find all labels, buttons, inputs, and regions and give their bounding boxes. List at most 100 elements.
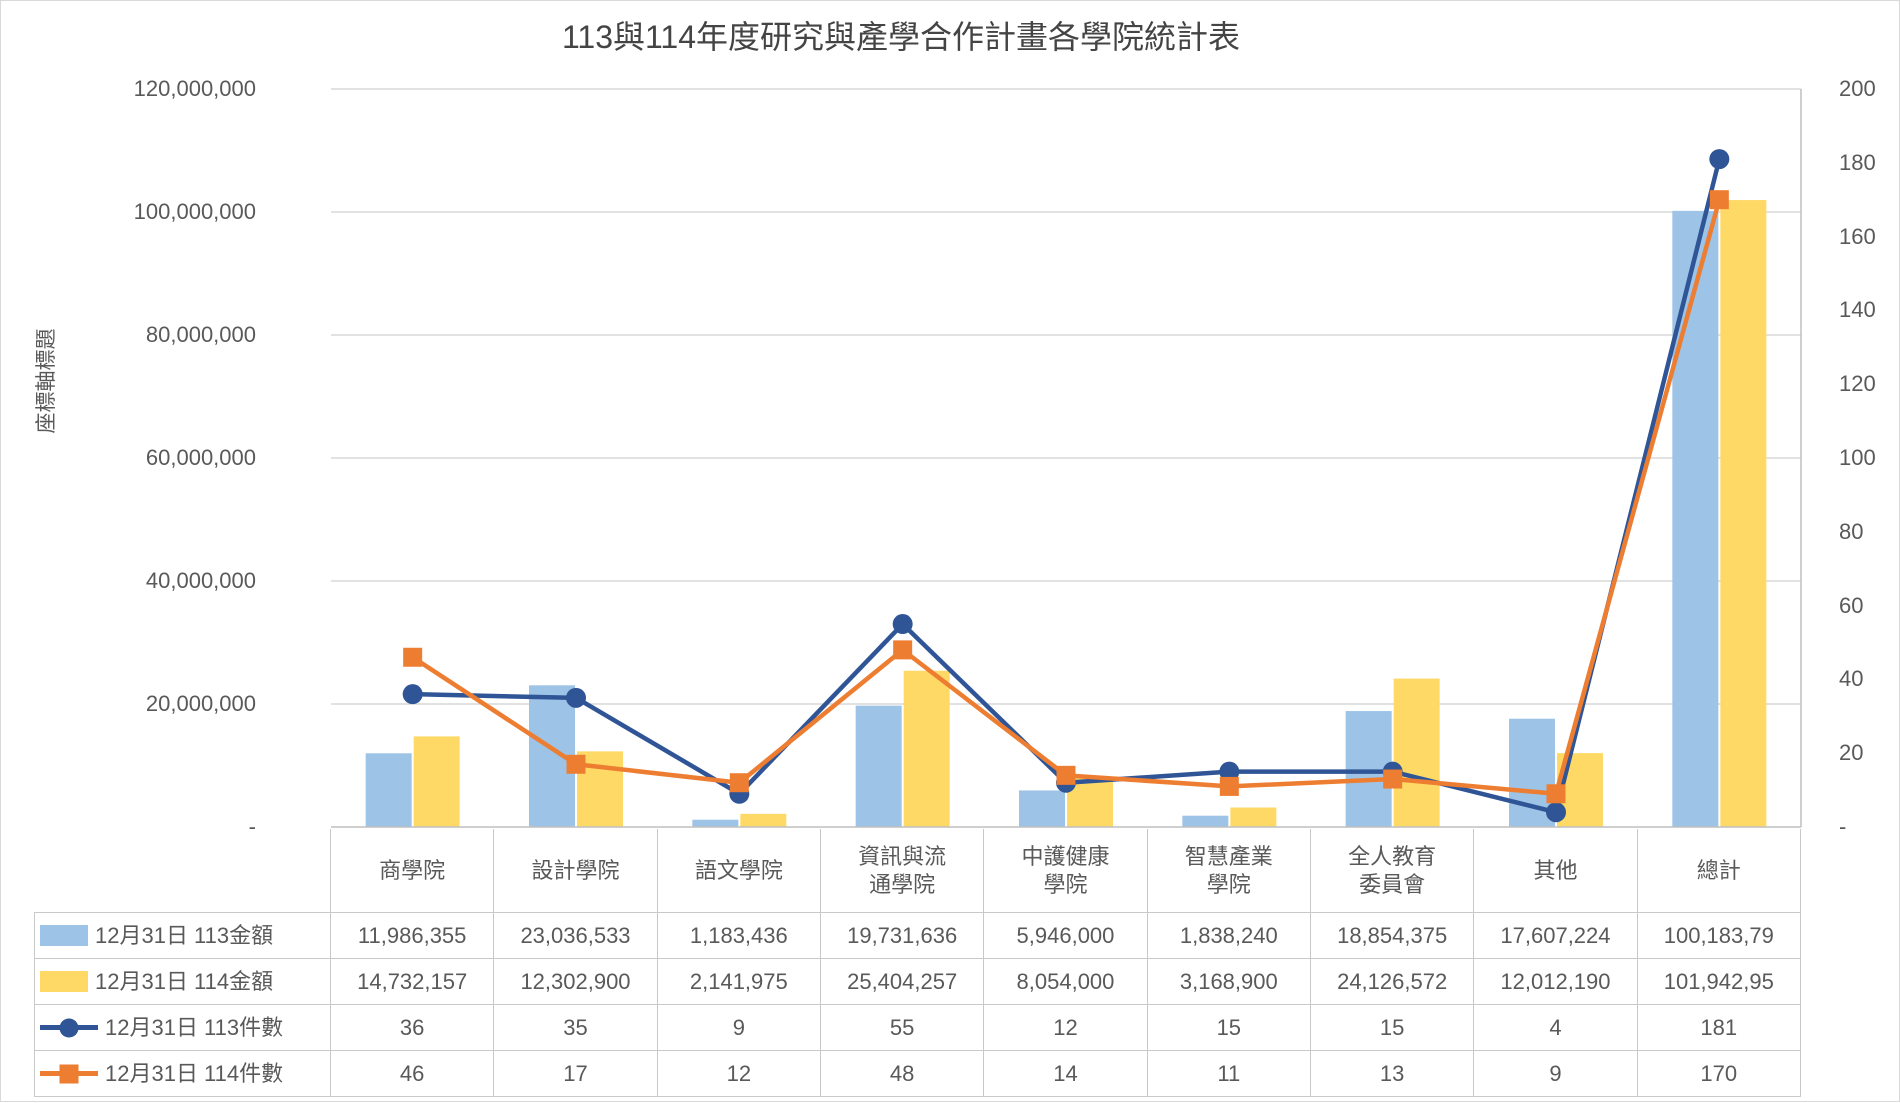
row-header-amount-113: 12月31日 113金額	[34, 913, 331, 959]
marker-count-114-cat0[interactable]	[403, 647, 423, 667]
chart-title: 113與114年度研究與產學合作計畫各學院統計表	[561, 19, 1241, 55]
value-count-113-cat8: 181	[1637, 1005, 1801, 1051]
legend-line-key-count-113	[40, 1017, 98, 1038]
value-amount-114-cat7: 12,012,190	[1474, 959, 1638, 1005]
right-axis-tick-label: 80	[1839, 518, 1864, 544]
right-axis-tick-label: 100	[1839, 445, 1876, 470]
bar-amount-114-cat6[interactable]	[1393, 678, 1440, 827]
right-axis-tick-label: 140	[1839, 297, 1876, 323]
left-axis-tick-label: 40,000,000	[145, 568, 256, 593]
left-axis-tick-label: 120,000,000	[133, 76, 256, 101]
row-header-amount-114: 12月31日 114金額	[34, 959, 331, 1005]
bar-amount-114-cat5[interactable]	[1230, 807, 1277, 827]
marker-count-113-cat3[interactable]	[892, 614, 913, 635]
value-amount-114-cat2: 2,141,975	[657, 959, 821, 1005]
marker-count-113-cat0[interactable]	[402, 684, 423, 705]
value-amount-114-cat6: 24,126,572	[1310, 959, 1475, 1005]
right-axis-tick-label: 160	[1839, 223, 1876, 249]
value-count-114-cat7: 9	[1474, 1051, 1638, 1097]
legend-marker-circle-icon	[59, 1018, 79, 1037]
marker-count-114-cat7[interactable]	[1546, 784, 1566, 804]
row-header-count-114: 12月31日 114件數	[34, 1051, 331, 1097]
bar-amount-113-cat3[interactable]	[855, 705, 902, 827]
value-amount-114-cat8: 101,942,95	[1637, 959, 1801, 1005]
value-amount-113-cat7: 17,607,224	[1474, 913, 1638, 959]
right-axis-tick-label: -	[1839, 814, 1847, 839]
value-amount-113-cat8: 100,183,79	[1637, 913, 1801, 959]
legend-bar-swatch-amount-114	[40, 971, 88, 992]
value-amount-114-cat1: 12,302,900	[494, 959, 658, 1005]
table-corner-cell	[34, 829, 331, 913]
bar-amount-113-cat8[interactable]	[1672, 210, 1719, 827]
category-header-cat6: 全人教育 委員會	[1310, 829, 1475, 913]
category-header-cat7: 其他	[1474, 829, 1638, 913]
legend-line-key-count-114	[40, 1063, 98, 1084]
bar-amount-114-cat8[interactable]	[1720, 200, 1767, 828]
value-amount-113-cat2: 1,183,436	[657, 913, 821, 959]
line-count-113[interactable]	[412, 158, 1722, 815]
marker-count-114-cat5[interactable]	[1219, 776, 1239, 796]
bar-amount-113-cat2[interactable]	[692, 819, 739, 827]
value-amount-113-cat6: 18,854,375	[1310, 913, 1475, 959]
right-axis-tick-label: 180	[1839, 149, 1876, 175]
right-axis-tick-label: 20	[1839, 740, 1864, 766]
right-axis-tick-label: 120	[1839, 371, 1876, 397]
left-axis-tick-label: 60,000,000	[145, 445, 256, 470]
value-count-113-cat6: 15	[1310, 1005, 1475, 1051]
value-amount-113-cat0: 11,986,355	[331, 913, 495, 959]
category-header-cat2: 語文學院	[657, 829, 821, 913]
value-count-113-cat7: 4	[1474, 1005, 1638, 1051]
bar-amount-114-cat0[interactable]	[413, 736, 460, 827]
value-amount-113-cat3: 19,731,636	[820, 913, 985, 959]
bar-amount-113-cat4[interactable]	[1019, 790, 1065, 827]
marker-count-114-cat1[interactable]	[566, 754, 586, 774]
value-count-114-cat0: 46	[331, 1051, 495, 1097]
legend-marker-square-icon	[59, 1064, 79, 1083]
left-axis-tick-label: 80,000,000	[145, 322, 256, 347]
value-amount-113-cat1: 23,036,533	[494, 913, 658, 959]
bar-amount-113-cat0[interactable]	[365, 753, 412, 827]
marker-count-113-cat1[interactable]	[566, 687, 586, 708]
value-count-114-cat4: 14	[984, 1051, 1148, 1097]
value-amount-114-cat0: 14,732,157	[331, 959, 495, 1005]
left-axis-tick-label: -	[248, 814, 256, 839]
right-axis-tick-label: 200	[1839, 76, 1876, 101]
right-axis-tick-label: 60	[1839, 592, 1864, 618]
category-header-cat3: 資訊與流 通學院	[820, 829, 985, 913]
value-count-114-cat3: 48	[820, 1051, 985, 1097]
value-amount-114-cat4: 8,054,000	[984, 959, 1148, 1005]
value-amount-114-cat5: 3,168,900	[1147, 959, 1311, 1005]
value-count-113-cat3: 55	[820, 1005, 985, 1051]
marker-count-113-cat7[interactable]	[1546, 802, 1566, 823]
category-header-cat1: 設計學院	[494, 829, 658, 913]
right-axis-tick-label: 40	[1839, 666, 1864, 692]
series-name-count-113: 12月31日 113件數	[105, 1014, 284, 1040]
value-count-113-cat5: 15	[1147, 1005, 1311, 1051]
marker-count-114-cat6[interactable]	[1383, 769, 1403, 789]
value-count-113-cat4: 12	[984, 1005, 1148, 1051]
marker-count-114-cat8[interactable]	[1709, 190, 1729, 210]
left-axis-tick-label: 100,000,000	[133, 199, 256, 224]
value-count-114-cat5: 11	[1147, 1051, 1311, 1097]
row-header-count-113: 12月31日 113件數	[34, 1005, 331, 1051]
marker-count-113-cat8[interactable]	[1709, 149, 1730, 170]
value-count-114-cat8: 170	[1637, 1051, 1801, 1097]
marker-count-114-cat3[interactable]	[893, 640, 913, 660]
bar-amount-114-cat3[interactable]	[903, 670, 950, 827]
marker-count-114-cat4[interactable]	[1056, 765, 1076, 785]
value-count-114-cat2: 12	[657, 1051, 821, 1097]
bar-amount-114-cat2[interactable]	[740, 813, 787, 827]
value-amount-113-cat4: 5,946,000	[984, 913, 1148, 959]
marker-count-114-cat2[interactable]	[729, 773, 749, 793]
value-count-113-cat0: 36	[331, 1005, 495, 1051]
marker-count-113-cat5[interactable]	[1219, 761, 1240, 782]
series-name-amount-113: 12月31日 113金額	[95, 922, 274, 948]
bar-amount-113-cat5[interactable]	[1182, 815, 1229, 827]
category-header-cat8: 總計	[1637, 829, 1801, 913]
value-count-114-cat1: 17	[494, 1051, 658, 1097]
left-axis-tick-label: 20,000,000	[145, 691, 256, 716]
legend-bar-swatch-amount-113	[40, 925, 88, 946]
value-amount-114-cat3: 25,404,257	[820, 959, 985, 1005]
